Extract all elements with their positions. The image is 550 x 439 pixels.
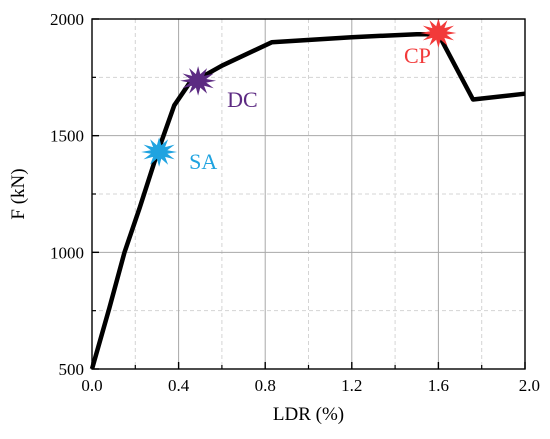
axis-ticks: [91, 18, 526, 370]
x-tick-label: 1.6: [428, 376, 449, 395]
starburst-icon: [420, 18, 457, 48]
x-tick-label: 0.4: [168, 376, 190, 395]
annotations-group: SA DC CP: [141, 18, 457, 174]
x-tick-label: 1.2: [341, 376, 362, 395]
axis-tick-labels: 0.0 0.4 0.8 1.2 1.6 2.0 500 1000 1500 2000: [50, 10, 540, 395]
annotation-label-cp: CP: [404, 43, 431, 68]
y-tick-label: 1000: [50, 243, 84, 262]
x-tick-label: 0.0: [81, 376, 102, 395]
annotation-label-dc: DC: [227, 87, 258, 112]
y-axis-title: F (kN): [8, 168, 29, 219]
x-tick-label: 2.0: [519, 376, 540, 395]
annotation-label-sa: SA: [189, 149, 217, 174]
y-tick-label: 500: [59, 360, 85, 379]
minor-grid: [92, 19, 525, 369]
x-axis-title: LDR (%): [273, 404, 344, 425]
starburst-icon: [141, 137, 178, 167]
y-tick-label: 2000: [50, 10, 84, 29]
starburst-icon: [180, 66, 217, 96]
y-tick-label: 1500: [50, 127, 84, 146]
x-tick-label: 0.8: [255, 376, 276, 395]
